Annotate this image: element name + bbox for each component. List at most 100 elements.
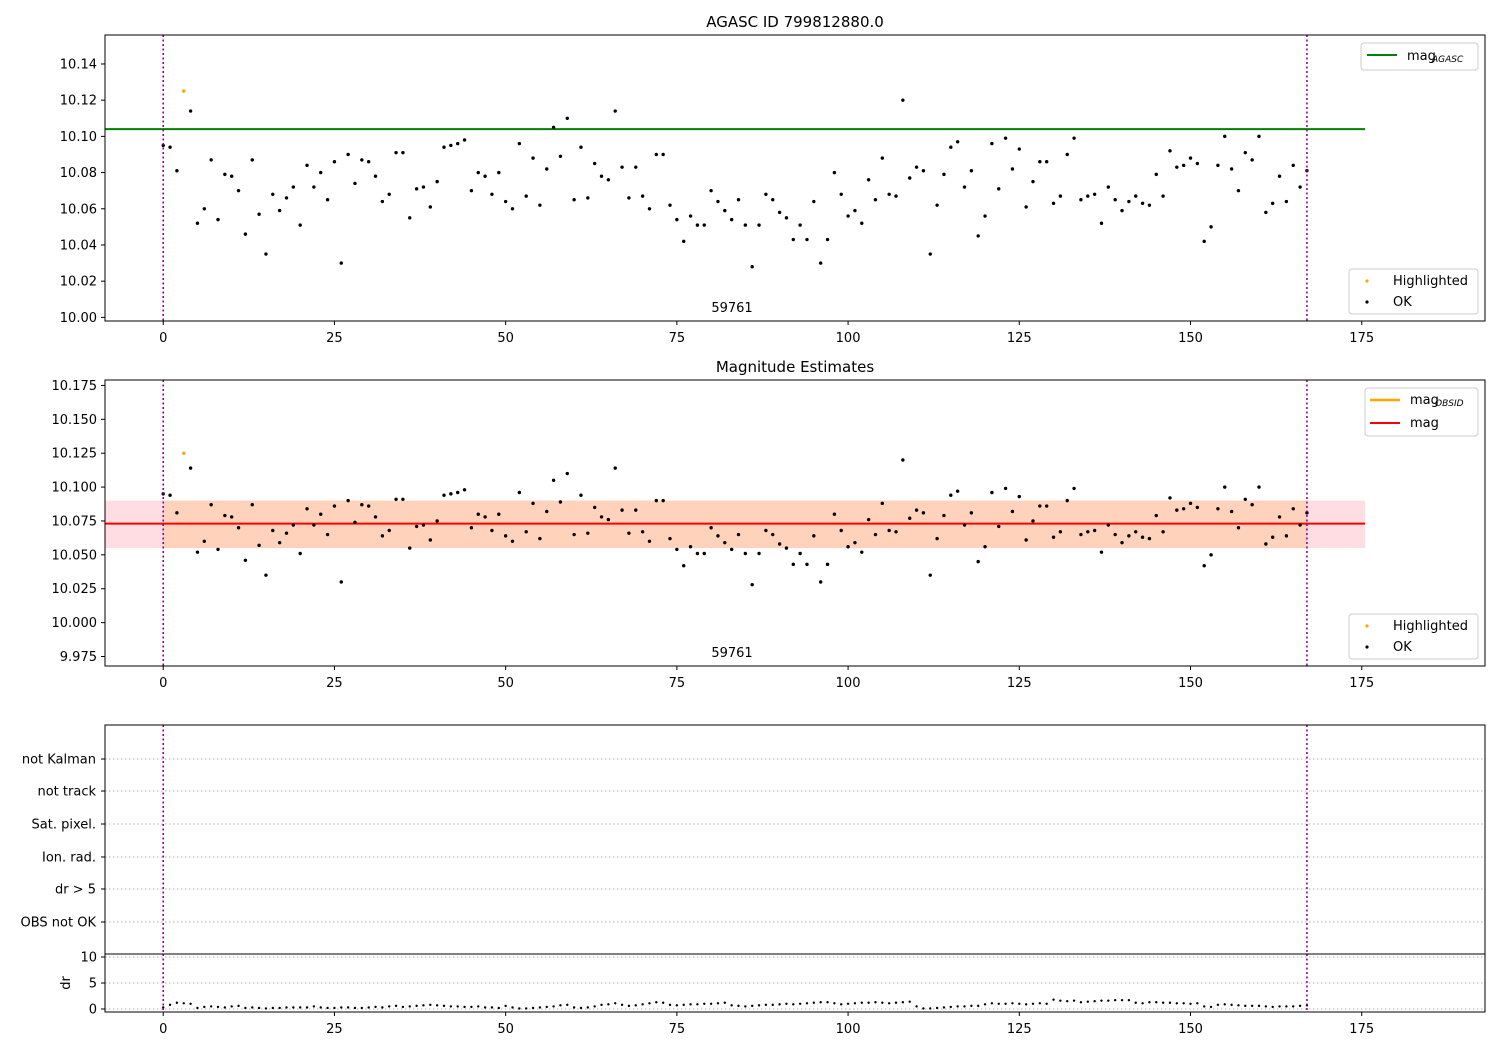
dr-point (477, 1005, 480, 1008)
legend-highlighted-marker (1365, 279, 1369, 283)
p4-xtick-label-1: 25 (326, 1022, 343, 1037)
dr-point (360, 1006, 364, 1010)
ok-point (736, 532, 741, 537)
dr-point (757, 1004, 761, 1007)
ok-point (476, 512, 480, 516)
dr-point (1189, 1002, 1192, 1005)
ok-point (195, 221, 200, 225)
ok-point (798, 223, 802, 227)
ok-point (832, 512, 837, 516)
ok-point (1086, 194, 1090, 198)
ok-point (682, 563, 686, 568)
dr-point (196, 1006, 199, 1010)
dr-point (805, 1002, 809, 1005)
dr-point (641, 1003, 644, 1006)
dr-point (1209, 1005, 1213, 1009)
ok-point (209, 503, 213, 507)
dr-point (1079, 1001, 1083, 1004)
dr-point (264, 1007, 268, 1010)
flag-label-1: not track (37, 785, 96, 800)
dr-point (1148, 1001, 1151, 1004)
dr-point (922, 1007, 925, 1010)
dr-point (600, 1003, 603, 1007)
ok-point (312, 523, 316, 527)
dr-point (483, 1006, 487, 1009)
dr-point (703, 1002, 706, 1005)
dr-point (319, 1006, 322, 1009)
dr-point (894, 1001, 898, 1004)
ok-point (997, 187, 1001, 191)
ok-point (188, 466, 193, 470)
ok-point (1236, 526, 1241, 530)
ok-point (1202, 239, 1206, 244)
ok-point (798, 551, 802, 556)
ok-point (866, 517, 871, 522)
ok-point (771, 532, 775, 537)
ok-point (928, 573, 932, 577)
ok-point (661, 498, 665, 503)
ok-point (1277, 515, 1282, 519)
ok-point (579, 493, 583, 497)
dr-point (744, 1005, 747, 1008)
dr-point (1196, 1002, 1199, 1005)
ok-point (545, 167, 549, 171)
p2-ytick-label-4: 10.075 (52, 514, 98, 529)
ok-point (236, 526, 241, 530)
dr-point (785, 1002, 788, 1005)
ok-point (332, 160, 337, 164)
p1-xtick-label-7: 175 (1349, 331, 1374, 346)
p1-ytick-label-5: 10.10 (60, 130, 97, 145)
highlighted-point (182, 451, 186, 455)
p4-xtick-label-6: 150 (1178, 1022, 1203, 1037)
ok-point (1106, 523, 1111, 527)
dr-point (312, 1005, 316, 1008)
ok-point (1134, 530, 1138, 534)
ok-point (634, 508, 638, 512)
ok-point (291, 523, 296, 527)
ok-point (955, 489, 960, 493)
ok-point (736, 198, 741, 202)
ok-point (791, 562, 795, 567)
ok-point (723, 208, 727, 213)
ok-point (360, 158, 364, 162)
ok-point (188, 109, 193, 113)
legend-ok-marker (1365, 300, 1369, 304)
ok-point (1031, 179, 1035, 184)
ok-point (517, 141, 522, 146)
panel1-frame (104, 34, 1486, 322)
dr-point (415, 1004, 418, 1008)
dr-point (504, 1004, 507, 1008)
ok-point (908, 516, 912, 520)
p4-xtick-label-0: 0 (159, 1022, 167, 1037)
ok-point (319, 170, 323, 175)
ok-point (1161, 194, 1165, 198)
ok-point (1209, 553, 1213, 557)
ok-point (1216, 163, 1220, 168)
ok-point (1188, 156, 1193, 160)
p1-ytick-label-3: 10.06 (60, 202, 97, 217)
ok-point (538, 203, 542, 207)
dr-point (1250, 1004, 1254, 1008)
ok-point (921, 169, 926, 173)
ok-point (243, 232, 248, 236)
ok-point (627, 531, 631, 535)
ok-point (791, 237, 795, 242)
dr-point (401, 1005, 405, 1009)
ok-point (1223, 134, 1227, 139)
ok-point (613, 466, 617, 470)
ok-point (1003, 136, 1008, 140)
ok-point (387, 192, 391, 196)
ok-point (1072, 136, 1076, 140)
ok-point (675, 547, 679, 552)
flag-label-4: dr > 5 (55, 883, 96, 898)
ok-point (839, 192, 843, 196)
flag-label-2: Sat. pixel. (32, 818, 96, 833)
ok-point (1243, 150, 1247, 155)
ok-point (1250, 503, 1254, 507)
ok-point (935, 203, 939, 207)
panel1-title: AGASC ID 799812880.0 (706, 13, 884, 31)
ok-point (1051, 535, 1056, 539)
ok-point (428, 538, 433, 542)
ok-point (1113, 532, 1117, 537)
ok-point (442, 145, 446, 149)
